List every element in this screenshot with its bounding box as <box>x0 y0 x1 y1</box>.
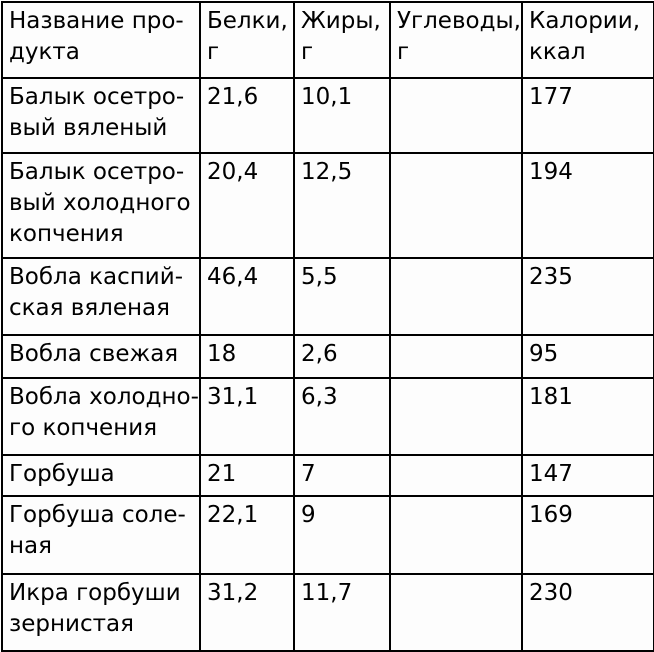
cell-protein: 21,6 <box>199 77 295 154</box>
cell-fat: 2,6 <box>293 334 391 379</box>
cell-carbs <box>389 495 523 575</box>
column-header-carbs: Углеводы, г <box>389 1 523 79</box>
table-row: Балык осетро- вый холодного копчения 20,… <box>1 152 654 259</box>
cell-product: Икра горбуши зернистая <box>1 573 201 652</box>
cell-protein: 18 <box>199 334 295 379</box>
table-row: Горбуша 21 7 147 <box>1 454 654 497</box>
cell-fat: 7 <box>293 454 391 497</box>
cell-carbs <box>389 152 523 259</box>
cell-calories: 194 <box>521 152 654 259</box>
cell-protein: 46,4 <box>199 257 295 336</box>
table-row: Икра горбуши зернистая 31,2 11,7 230 <box>1 573 654 652</box>
header-row: Название про- дукта Белки, г Жиры, г Угл… <box>1 1 654 79</box>
cell-calories: 177 <box>521 77 654 154</box>
table-row: Вобла каспий- ская вяленая 46,4 5,5 235 <box>1 257 654 336</box>
cell-product: Вобла каспий- ская вяленая <box>1 257 201 336</box>
cell-fat: 6,3 <box>293 377 391 456</box>
table-row: Вобла свежая 18 2,6 95 <box>1 334 654 379</box>
cell-carbs <box>389 257 523 336</box>
cell-carbs <box>389 334 523 379</box>
table-row: Балык осетро- вый вяленый 21,6 10,1 177 <box>1 77 654 154</box>
cell-calories: 181 <box>521 377 654 456</box>
cell-protein: 31,2 <box>199 573 295 652</box>
cell-calories: 95 <box>521 334 654 379</box>
cell-fat: 5,5 <box>293 257 391 336</box>
column-header-protein: Белки, г <box>199 1 295 79</box>
cell-product: Балык осетро- вый холодного копчения <box>1 152 201 259</box>
cell-calories: 147 <box>521 454 654 497</box>
cell-calories: 235 <box>521 257 654 336</box>
cell-protein: 21 <box>199 454 295 497</box>
cell-protein: 22,1 <box>199 495 295 575</box>
cell-product: Вобла холодно- го копчения <box>1 377 201 456</box>
cell-fat: 11,7 <box>293 573 391 652</box>
table-row: Вобла холодно- го копчения 31,1 6,3 181 <box>1 377 654 456</box>
cell-fat: 12,5 <box>293 152 391 259</box>
cell-product: Вобла свежая <box>1 334 201 379</box>
cell-carbs <box>389 377 523 456</box>
column-header-product: Название про- дукта <box>1 1 201 79</box>
column-header-calories: Калории, ккал <box>521 1 654 79</box>
cell-fat: 9 <box>293 495 391 575</box>
cell-protein: 20,4 <box>199 152 295 259</box>
cell-protein: 31,1 <box>199 377 295 456</box>
column-header-fat: Жиры, г <box>293 1 391 79</box>
cell-product: Балык осетро- вый вяленый <box>1 77 201 154</box>
cell-carbs <box>389 77 523 154</box>
cell-product: Горбуша соле- ная <box>1 495 201 575</box>
table-row: Горбуша соле- ная 22,1 9 169 <box>1 495 654 575</box>
cell-carbs <box>389 573 523 652</box>
cell-product: Горбуша <box>1 454 201 497</box>
cell-carbs <box>389 454 523 497</box>
cell-calories: 169 <box>521 495 654 575</box>
cell-calories: 230 <box>521 573 654 652</box>
cell-fat: 10,1 <box>293 77 391 154</box>
